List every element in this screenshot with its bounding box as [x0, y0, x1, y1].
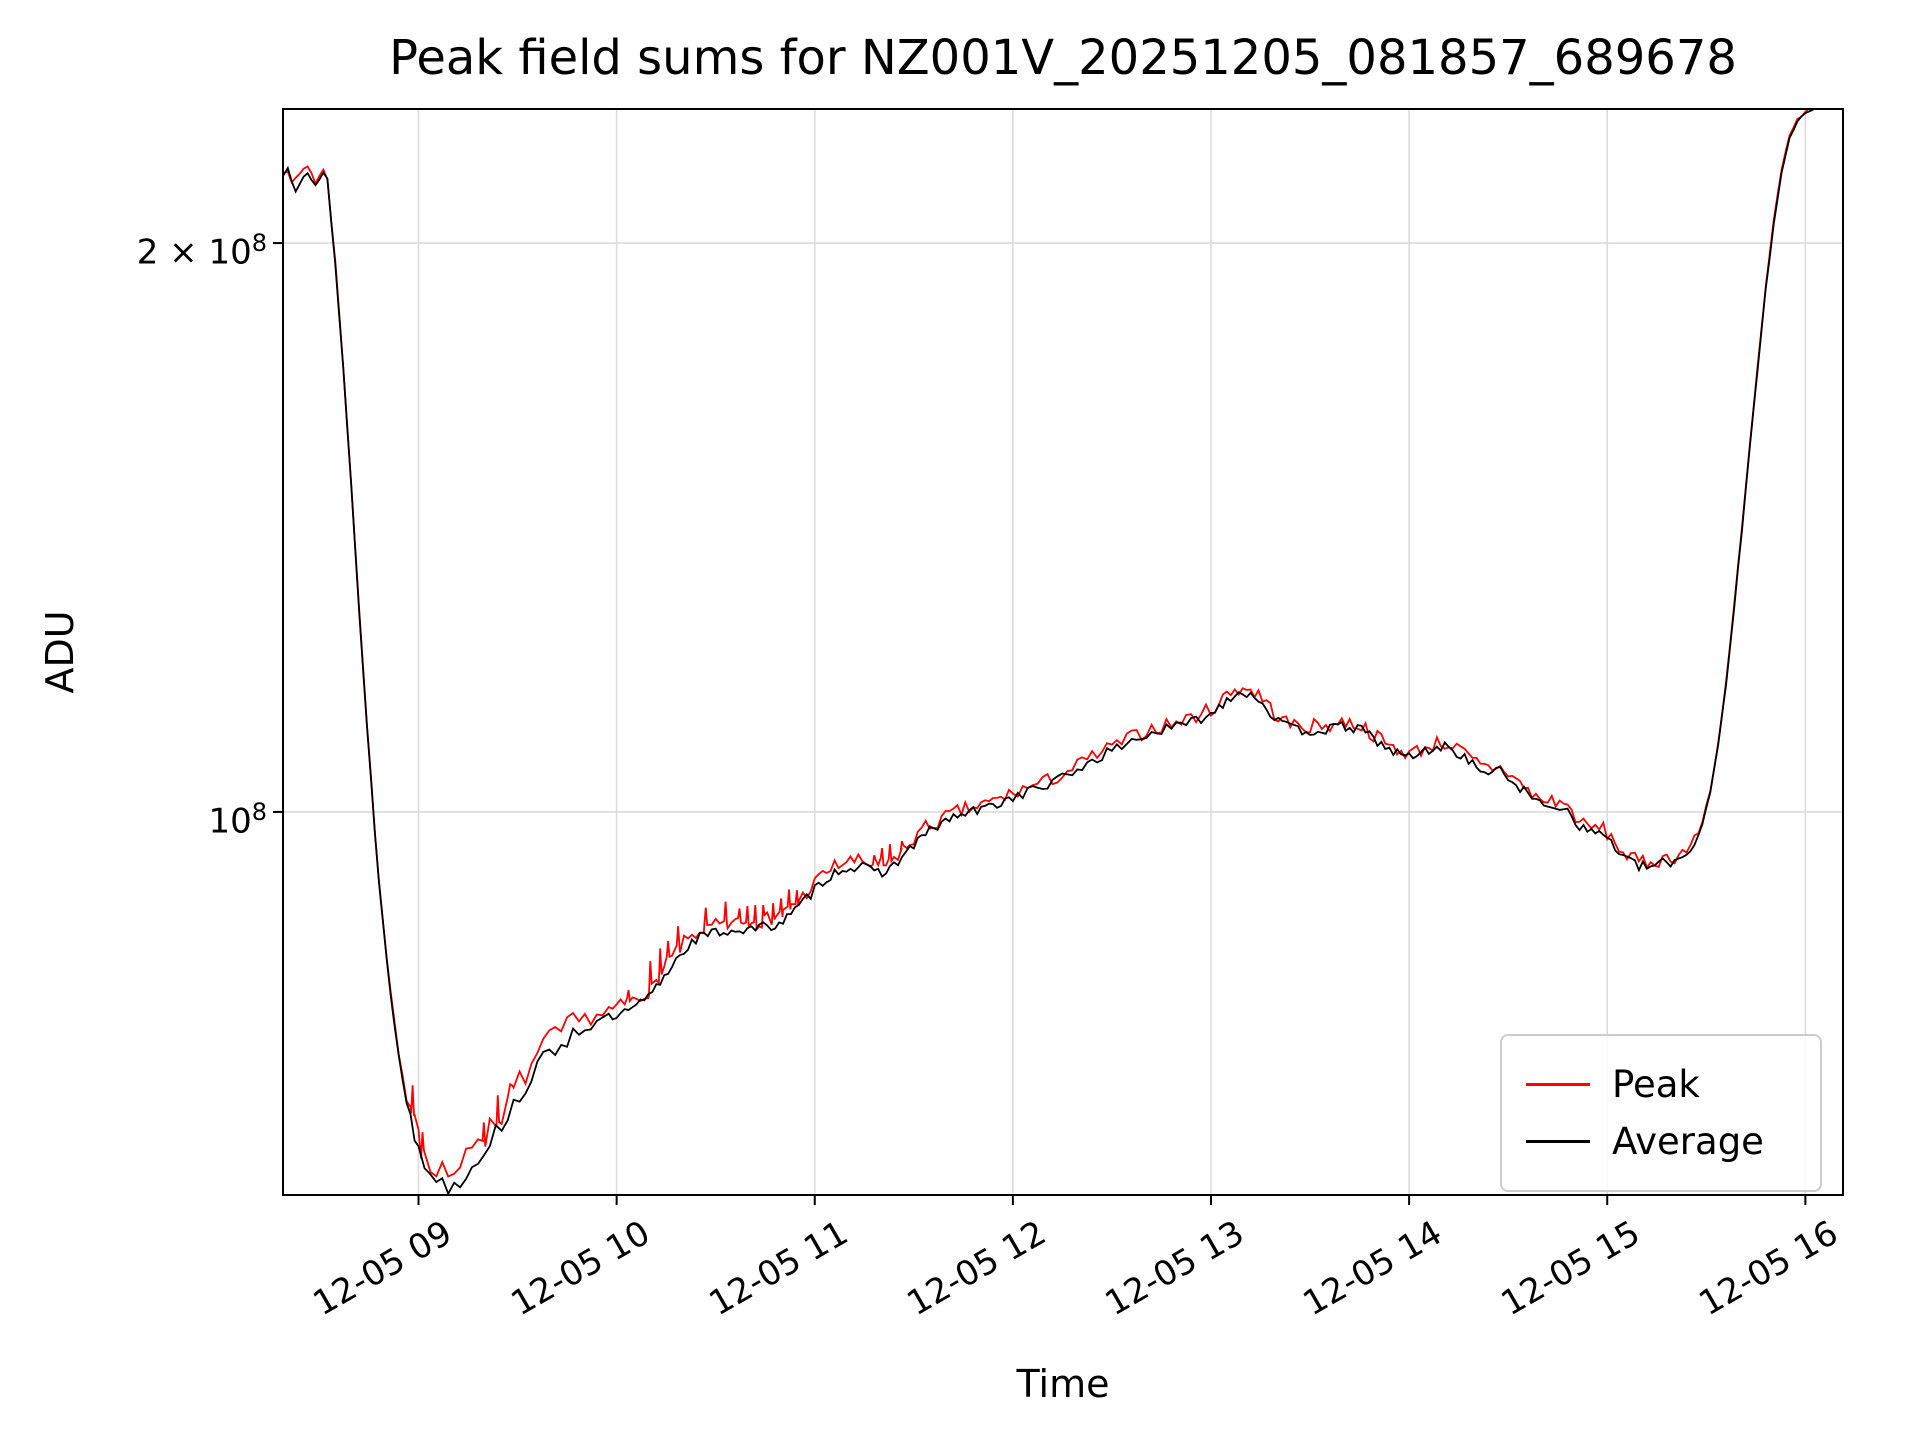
axis-tick-marks — [273, 242, 1807, 1205]
gridlines — [283, 109, 1843, 1195]
axes-frame — [282, 108, 1844, 1196]
y-axis-label: ADU — [38, 610, 82, 694]
legend-label-average: Average — [1612, 1120, 1764, 1163]
legend-entry-average: Average — [1502, 1120, 1820, 1163]
legend-label-peak: Peak — [1612, 1063, 1700, 1106]
x-axis-label: Time — [1016, 1362, 1110, 1406]
legend-line-sample-average — [1526, 1140, 1590, 1143]
series-group — [283, 109, 1828, 1195]
legend-line-sample-peak — [1526, 1083, 1590, 1086]
legend-entry-peak: Peak — [1502, 1063, 1820, 1106]
average-series-line — [283, 109, 1828, 1195]
peak-series-line — [283, 109, 1817, 1178]
legend: Peak Average — [1500, 1034, 1822, 1192]
chart-title: Peak field sums for NZ001V_20251205_0818… — [389, 30, 1737, 86]
y-tick-label: 108 — [208, 797, 267, 842]
y-tick-label: 2 × 108 — [136, 229, 267, 273]
